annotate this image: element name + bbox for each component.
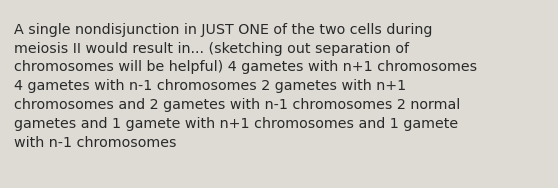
Text: A single nondisjunction in JUST ONE of the two cells during
meiosis II would res: A single nondisjunction in JUST ONE of t… bbox=[14, 23, 477, 150]
